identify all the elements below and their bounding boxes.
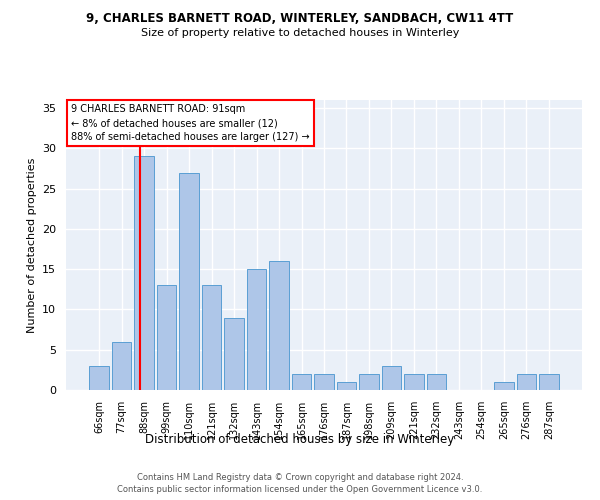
Bar [157, 286, 176, 390]
Bar [89, 366, 109, 390]
Text: Distribution of detached houses by size in Winterley: Distribution of detached houses by size … [145, 432, 455, 446]
Bar [269, 261, 289, 390]
Bar [314, 374, 334, 390]
Bar [517, 374, 536, 390]
Bar [202, 286, 221, 390]
Bar [427, 374, 446, 390]
Bar [539, 374, 559, 390]
Text: Contains HM Land Registry data © Crown copyright and database right 2024.: Contains HM Land Registry data © Crown c… [137, 472, 463, 482]
Text: Contains public sector information licensed under the Open Government Licence v3: Contains public sector information licen… [118, 485, 482, 494]
Text: 9 CHARLES BARNETT ROAD: 91sqm
← 8% of detached houses are smaller (12)
88% of se: 9 CHARLES BARNETT ROAD: 91sqm ← 8% of de… [71, 104, 310, 142]
Bar [292, 374, 311, 390]
Bar [247, 269, 266, 390]
Bar [382, 366, 401, 390]
Y-axis label: Number of detached properties: Number of detached properties [26, 158, 37, 332]
Text: Size of property relative to detached houses in Winterley: Size of property relative to detached ho… [141, 28, 459, 38]
Bar [224, 318, 244, 390]
Bar [404, 374, 424, 390]
Bar [112, 342, 131, 390]
Bar [494, 382, 514, 390]
Bar [179, 172, 199, 390]
Bar [134, 156, 154, 390]
Text: 9, CHARLES BARNETT ROAD, WINTERLEY, SANDBACH, CW11 4TT: 9, CHARLES BARNETT ROAD, WINTERLEY, SAND… [86, 12, 514, 26]
Bar [359, 374, 379, 390]
Bar [337, 382, 356, 390]
